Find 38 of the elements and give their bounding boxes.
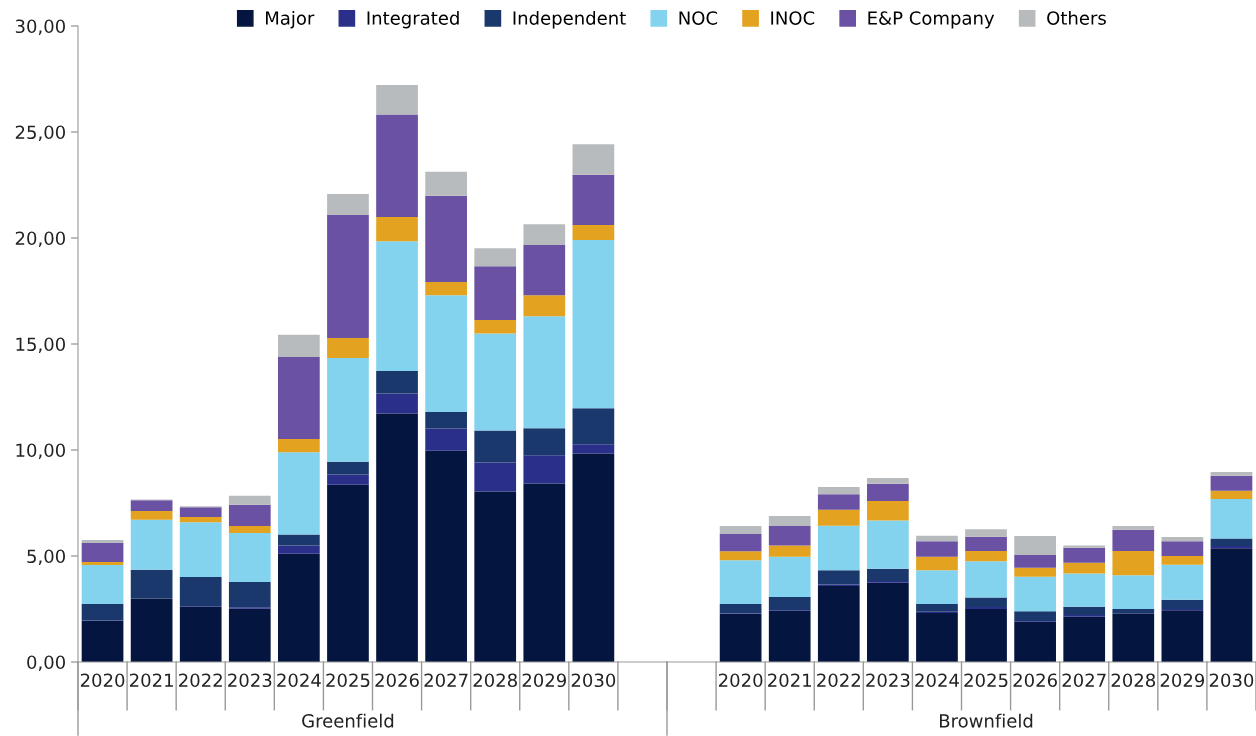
x-tick-label: 2025 <box>326 673 370 688</box>
legend-label: Independent <box>513 10 626 29</box>
y-tick-label: 0,00 <box>27 655 65 671</box>
legend-label: E&P Company <box>868 11 995 29</box>
x-tick-label: 2021 <box>129 673 173 688</box>
x-tick-label: 2026 <box>1013 673 1057 688</box>
x-tick-label: 2023 <box>866 673 910 688</box>
legend-label: Integrated <box>367 10 459 29</box>
x-tick-label: 2020 <box>718 673 763 688</box>
x-tick-label: 2030 <box>571 673 616 688</box>
legend-label: Others <box>1047 10 1106 25</box>
x-tick-label: 2024 <box>277 673 321 688</box>
text: Greenfield <box>302 713 394 728</box>
x-tick-label: 2021 <box>768 673 812 688</box>
x-tick-label: 2029 <box>1160 673 1205 688</box>
y-tick-label: 30,00 <box>15 19 65 35</box>
x-tick-label: 2025 <box>964 673 1008 688</box>
y-tick-label: 10,00 <box>16 443 65 459</box>
x-tick-label: 2030 <box>1209 673 1254 688</box>
legend-label: INOC <box>771 11 815 25</box>
y-tick-label: 15,00 <box>16 337 65 353</box>
x-tick-label: 2028 <box>473 673 517 688</box>
x-tick-label: 2027 <box>1062 673 1106 688</box>
x-tick-label: 2022 <box>179 673 222 688</box>
x-tick-label: 2024 <box>915 673 959 688</box>
x-tick-label: 2023 <box>228 673 272 688</box>
x-tick-label: 2028 <box>1111 673 1156 688</box>
x-tick-label: 2027 <box>424 673 468 688</box>
y-tick-label: 5,00 <box>27 549 65 565</box>
legend-label: Major <box>266 10 315 29</box>
x-tick-label: 2020 <box>80 673 125 688</box>
x-tick-label: 2029 <box>522 673 566 688</box>
text: Brownfield <box>940 713 1033 728</box>
x-tick-label: 2026 <box>375 673 419 688</box>
legend-label: NOC <box>679 11 718 25</box>
x-tick-label: 2022 <box>817 673 860 688</box>
y-tick-label: 20,00 <box>15 231 65 247</box>
y-tick-label: 25,00 <box>15 125 65 141</box>
